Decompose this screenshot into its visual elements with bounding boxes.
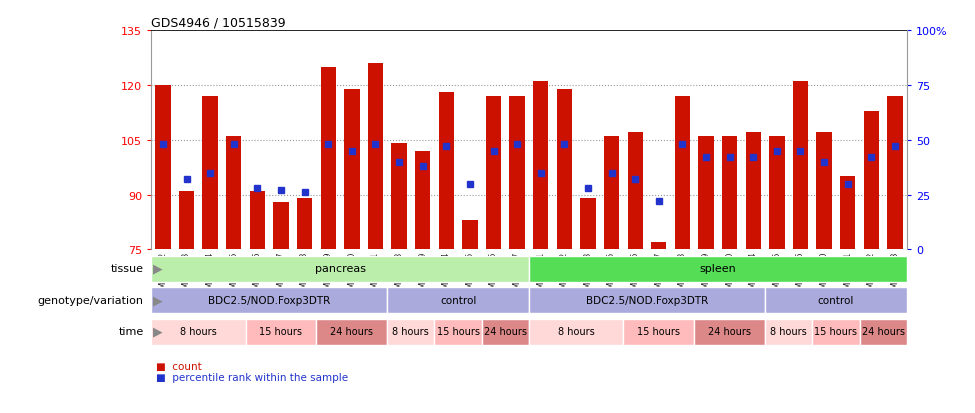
Bar [812, 319, 860, 345]
Text: 8 hours: 8 hours [558, 327, 595, 337]
Bar [623, 319, 694, 345]
Text: control: control [818, 295, 854, 305]
Bar [151, 319, 246, 345]
Bar [510, 97, 525, 250]
Text: ▶: ▶ [153, 262, 162, 275]
Text: ■  percentile rank within the sample: ■ percentile rank within the sample [156, 372, 348, 382]
Bar [533, 82, 548, 250]
Bar [321, 67, 336, 250]
Text: pancreas: pancreas [315, 264, 366, 274]
Text: 8 hours: 8 hours [393, 327, 429, 337]
Bar [273, 202, 289, 250]
Text: 24 hours: 24 hours [862, 327, 905, 337]
Text: 15 hours: 15 hours [814, 327, 857, 337]
Text: spleen: spleen [699, 264, 736, 274]
Text: ▶: ▶ [153, 325, 162, 338]
Bar [528, 319, 623, 345]
Text: control: control [440, 295, 476, 305]
Bar [391, 144, 407, 250]
Bar [528, 287, 765, 314]
Bar [860, 319, 907, 345]
Bar [604, 137, 619, 250]
Bar [297, 199, 312, 250]
Bar [151, 287, 387, 314]
Bar [151, 256, 528, 282]
Text: time: time [118, 327, 143, 337]
Bar [816, 133, 832, 250]
Bar [203, 97, 217, 250]
Text: tissue: tissue [110, 264, 143, 274]
Bar [746, 133, 760, 250]
Bar [155, 86, 171, 250]
Bar [415, 152, 430, 250]
Bar [840, 177, 855, 250]
Bar [765, 319, 812, 345]
Text: BDC2.5/NOD.Foxp3DTR: BDC2.5/NOD.Foxp3DTR [208, 295, 331, 305]
Text: BDC2.5/NOD.Foxp3DTR: BDC2.5/NOD.Foxp3DTR [586, 295, 708, 305]
Bar [887, 97, 903, 250]
Bar [317, 319, 387, 345]
Bar [793, 82, 808, 250]
Bar [439, 93, 454, 250]
Bar [765, 287, 907, 314]
Text: 24 hours: 24 hours [484, 327, 527, 337]
Text: 24 hours: 24 hours [708, 327, 751, 337]
Bar [486, 97, 501, 250]
Bar [387, 319, 435, 345]
Text: 15 hours: 15 hours [638, 327, 681, 337]
Bar [722, 137, 737, 250]
Text: 15 hours: 15 hours [437, 327, 480, 337]
Bar [528, 256, 907, 282]
Bar [368, 64, 383, 250]
Bar [462, 221, 478, 250]
Bar [226, 137, 242, 250]
Text: GDS4946 / 10515839: GDS4946 / 10515839 [151, 17, 286, 30]
Bar [864, 111, 879, 250]
Text: 24 hours: 24 hours [331, 327, 373, 337]
Bar [557, 89, 572, 250]
Bar [344, 89, 360, 250]
Text: 8 hours: 8 hours [770, 327, 807, 337]
Bar [246, 319, 317, 345]
Bar [628, 133, 643, 250]
Bar [250, 192, 265, 250]
Bar [178, 192, 194, 250]
Text: 15 hours: 15 hours [259, 327, 302, 337]
Bar [435, 319, 482, 345]
Text: 8 hours: 8 hours [180, 327, 216, 337]
Bar [482, 319, 528, 345]
Bar [651, 242, 667, 250]
Bar [694, 319, 765, 345]
Text: ■  count: ■ count [156, 361, 202, 371]
Bar [675, 97, 690, 250]
Bar [698, 137, 714, 250]
Text: ▶: ▶ [153, 294, 162, 306]
Bar [387, 287, 528, 314]
Bar [580, 199, 596, 250]
Text: genotype/variation: genotype/variation [38, 295, 143, 305]
Bar [769, 137, 785, 250]
